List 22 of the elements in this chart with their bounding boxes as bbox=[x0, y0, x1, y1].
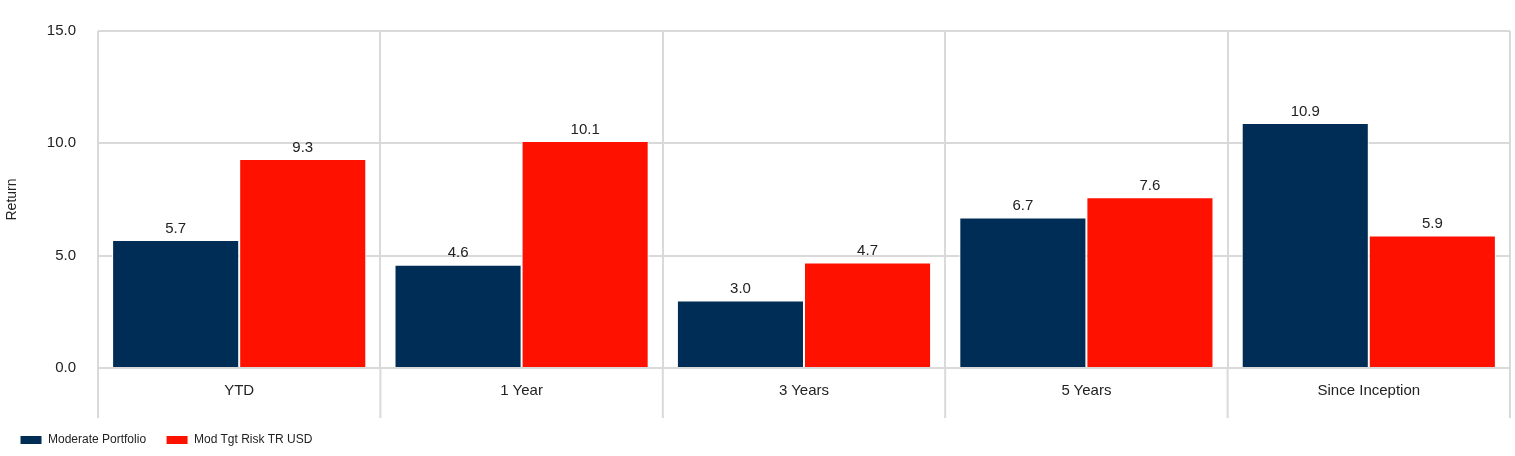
y-tick-label: 10.0 bbox=[46, 133, 76, 151]
data-label: 7.6 bbox=[1139, 175, 1161, 193]
data-label: 10.1 bbox=[570, 119, 600, 137]
y-tick-label: 5.0 bbox=[55, 245, 76, 263]
data-label: 5.9 bbox=[1421, 214, 1443, 232]
y-tick-label: 0.0 bbox=[55, 358, 76, 376]
x-tick-label: Since Inception bbox=[1317, 381, 1421, 399]
x-tick-label: 3 Years bbox=[778, 381, 830, 399]
legend-label: Mod Tgt Risk TR USD bbox=[194, 432, 313, 447]
data-label: 6.7 bbox=[1012, 196, 1034, 214]
data-label: 3.0 bbox=[730, 279, 751, 297]
y-axis-title: Return bbox=[3, 178, 20, 221]
y-tick-label: 15.0 bbox=[46, 21, 76, 39]
data-label: 4.7 bbox=[857, 241, 878, 259]
legend-label: Moderate Portfolio bbox=[48, 432, 147, 447]
data-label: 9.3 bbox=[292, 137, 314, 155]
x-tick-label: 5 Years bbox=[1061, 381, 1112, 399]
data-label: 4.6 bbox=[447, 243, 469, 261]
data-label: 10.9 bbox=[1290, 101, 1320, 119]
x-tick-label: 1 Year bbox=[500, 381, 543, 399]
x-tick-label: YTD bbox=[224, 381, 255, 399]
data-label: 5.7 bbox=[165, 218, 187, 236]
